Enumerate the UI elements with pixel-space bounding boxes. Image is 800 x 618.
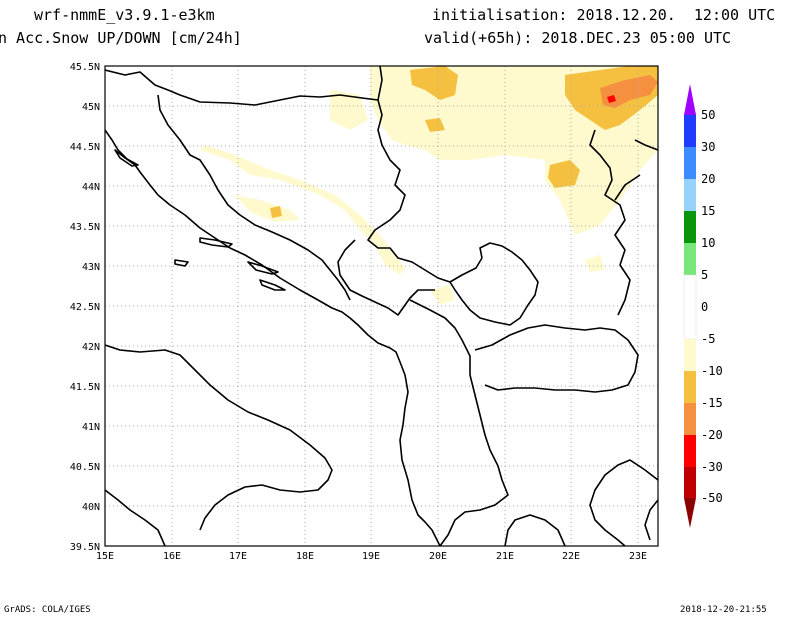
field-title: n Acc.Snow UP/DOWN [cm/24h]: [0, 29, 242, 47]
legend-swatch: [684, 339, 696, 371]
legend-swatch: [684, 115, 696, 147]
lon-label: 18E: [296, 551, 314, 562]
legend-swatch: [684, 371, 696, 403]
init-time: initialisation: 2018.12.20. 12:00 UTC: [432, 6, 776, 24]
legend-swatch: [684, 403, 696, 435]
legend-arrow-bottom: [684, 498, 696, 528]
legend-swatch: [684, 467, 696, 498]
lat-label: 44N: [82, 182, 100, 193]
lon-label: 16E: [163, 551, 181, 562]
legend-swatch: [684, 435, 696, 467]
lat-label: 42.5N: [70, 302, 100, 313]
render-timestamp: 2018-12-20-21:55: [680, 605, 767, 615]
legend-label: -10: [701, 364, 723, 378]
lat-label: 45N: [82, 102, 100, 113]
coastlines-borders: [105, 66, 658, 546]
valid-time: valid(+65h): 2018.DEC.23 05:00 UTC: [424, 29, 732, 47]
legend-label: -15: [701, 396, 723, 410]
legend-label: -30: [701, 460, 723, 474]
legend-label: 5: [701, 268, 708, 282]
legend-label: -20: [701, 428, 723, 442]
lon-axis: 15E 16E 17E 18E 19E 20E 21E 22E 23E: [96, 551, 647, 562]
legend-label: -50: [701, 491, 723, 505]
lat-label: 39.5N: [70, 542, 100, 553]
legend-label: 10: [701, 236, 715, 250]
lat-label: 41.5N: [70, 382, 100, 393]
legend-swatch: [684, 243, 696, 275]
lat-label: 44.5N: [70, 142, 100, 153]
lat-label: 43N: [82, 262, 100, 273]
lon-label: 20E: [429, 551, 447, 562]
legend-swatch: [684, 179, 696, 211]
legend-swatch: [684, 147, 696, 179]
legend-label: 20: [701, 172, 715, 186]
software-credit: GrADS: COLA/IGES: [4, 605, 91, 615]
lat-label: 40.5N: [70, 462, 100, 473]
legend-label: 15: [701, 204, 715, 218]
map-frame: [104, 65, 659, 547]
snow-field-extreme: [607, 95, 616, 103]
lat-label: 45.5N: [70, 62, 100, 73]
lat-label: 42N: [82, 342, 100, 353]
color-legend: 50 30 20 15 10 5 0 -5 -10 -15 -20 -30 -5…: [683, 84, 723, 528]
legend-arrow-top: [684, 84, 696, 115]
lon-label: 22E: [562, 551, 580, 562]
model-title: wrf-nmmE_v3.9.1-e3km: [34, 6, 215, 24]
legend-label: 50: [701, 108, 715, 122]
lon-label: 19E: [362, 551, 380, 562]
lat-axis: 45.5N 45N 44.5N 44N 43.5N 43N 42.5N 42N …: [70, 62, 100, 553]
legend-label: 0: [701, 300, 708, 314]
lon-label: 21E: [496, 551, 514, 562]
lon-label: 17E: [229, 551, 247, 562]
map-plot-area: [105, 66, 658, 546]
lon-label: 15E: [96, 551, 114, 562]
lon-label: 23E: [629, 551, 647, 562]
legend-label: 30: [701, 140, 715, 154]
legend-swatch: [683, 274, 697, 340]
lat-label: 41N: [82, 422, 100, 433]
legend-swatch: [684, 211, 696, 243]
lat-label: 43.5N: [70, 222, 100, 233]
legend-label: -5: [701, 332, 715, 346]
lat-label: 40N: [82, 502, 100, 513]
